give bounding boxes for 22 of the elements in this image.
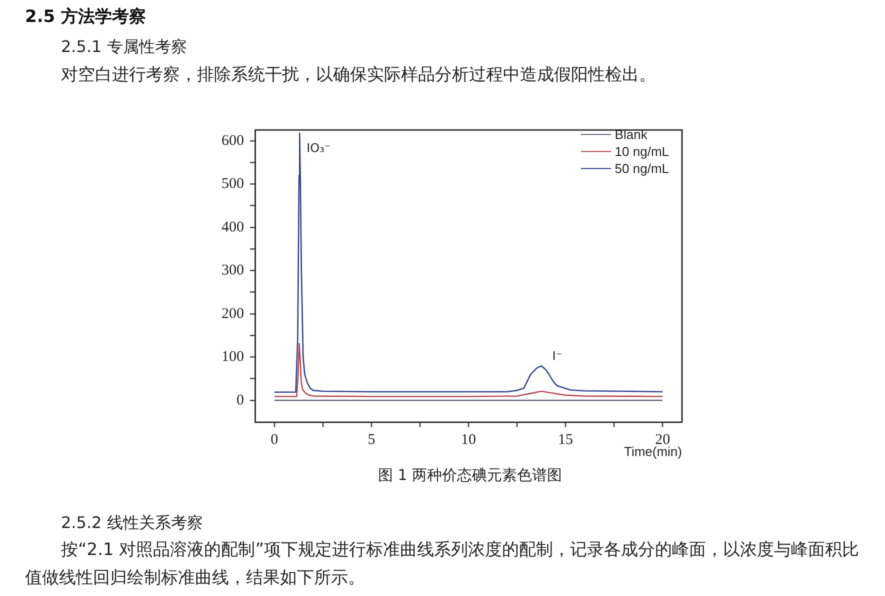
text: 按“2.1 对照品溶液的配制”项下规定进行标准曲线系列浓度的配制，记录各成分的峰面，以浓度与峰面积比值做线性回归绘制标准曲线，结果如下所示。 <box>25 539 860 590</box>
legend-label: 50 ng/mL <box>614 161 669 176</box>
y-tick-label: 600 <box>222 132 244 149</box>
x-tick-label: 15 <box>558 432 574 448</box>
y-tick-label: 100 <box>222 349 244 366</box>
annotation: IO₃⁻ <box>306 141 331 156</box>
text: 对空白进行考察，排除系统干扰，以确保实际样品分析过程中造成假阳性检出。 <box>61 64 656 86</box>
y-tick-label: 400 <box>222 219 244 236</box>
y-tick-label: 500 <box>222 176 244 192</box>
legend-label: Blank <box>614 127 648 142</box>
x-tick-label: 5 <box>368 432 376 448</box>
annotation: I⁻ <box>552 348 562 363</box>
y-tick-label: 200 <box>222 306 244 322</box>
y-tick-label: 300 <box>222 262 244 279</box>
x-tick-label: 10 <box>461 432 476 448</box>
text: 2.5.1 专属性考察 <box>61 37 187 57</box>
legend-label: 10 ng/mL <box>614 144 669 159</box>
caption: 图 1 两种价态碘元素色谱图 <box>376 465 564 485</box>
y-tick-label: 0 <box>236 392 244 408</box>
text: 2.5 方法学考察 <box>25 6 146 28</box>
text: 2.5.2 线性关系考察 <box>61 513 203 533</box>
x-tick-label: 0 <box>270 432 278 448</box>
